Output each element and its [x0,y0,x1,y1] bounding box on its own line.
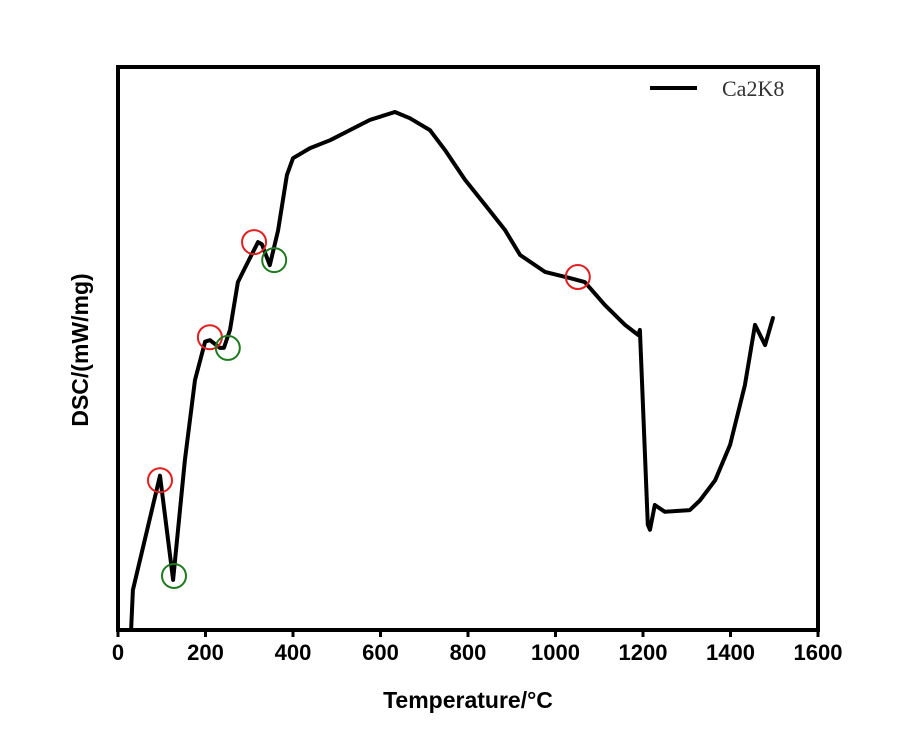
annotation-circle [196,324,223,351]
x-ticks: 0 200 400 600 800 1000 1200 1400 1600 [112,630,843,665]
series-line-ca2k8 [129,110,775,632]
annotation-circle [214,334,241,361]
annotation-circle [564,263,591,290]
x-tick-label: 1400 [706,640,755,665]
annotation-circles [147,229,591,589]
plot-frame [116,65,820,632]
legend: Ca2K8 [650,76,784,101]
x-tick-label: 1200 [619,640,668,665]
x-tick-label: 800 [450,640,487,665]
annotation-circle [147,467,173,494]
x-tick-label: 200 [187,640,224,665]
annotation-circle [241,229,268,256]
annotation-circle [161,562,187,589]
y-axis-label: DSC/(mW/mg) [67,273,93,426]
x-tick-label: 0 [112,640,124,665]
x-tick-label: 400 [275,640,312,665]
x-axis-label: Temperature/°C [383,687,553,713]
x-tick-label: 600 [362,640,399,665]
legend-label: Ca2K8 [722,76,784,101]
annotation-circle [261,247,288,274]
x-tick-label: 1000 [531,640,580,665]
x-tick-label: 1600 [794,640,843,665]
